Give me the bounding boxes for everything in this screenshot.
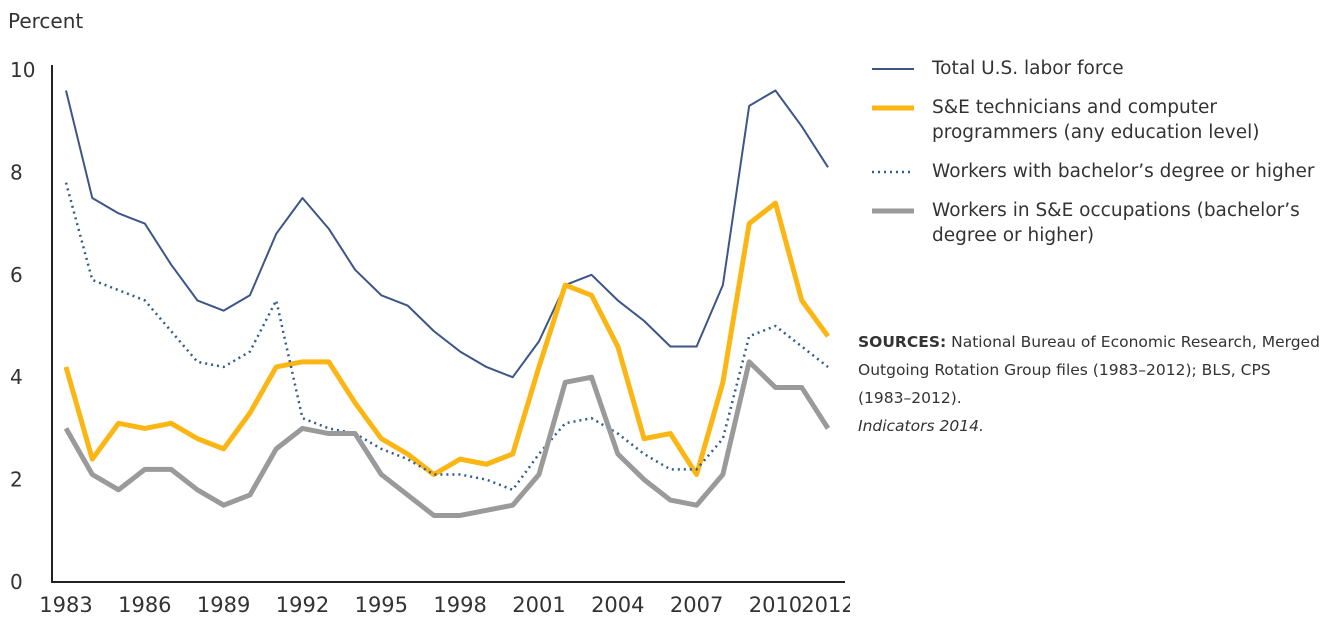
x-tick-label: 1989 (197, 593, 250, 617)
legend-swatch (872, 170, 914, 174)
x-tick-label: 2007 (670, 593, 723, 617)
legend-label: Total U.S. labor force (932, 58, 1124, 79)
y-tick-label: 4 (10, 365, 23, 389)
legend-entry: Workers in S&E occupations (bachelor’s d… (870, 198, 1320, 248)
x-tick-label: 2004 (591, 593, 644, 617)
series-line (64, 182, 829, 492)
x-tick-label: 1995 (355, 593, 408, 617)
x-tick-label: 1998 (433, 593, 486, 617)
series-line (63, 200, 831, 477)
citation: Indicators 2014. (858, 417, 984, 435)
legend-label: Workers in S&E occupations (bachelor’s d… (932, 200, 1300, 246)
sources: SOURCES: National Bureau of Economic Res… (858, 328, 1328, 440)
x-tick-label: 2010 (749, 593, 802, 617)
y-axis-label: Percent (8, 9, 83, 33)
chart: Percent 0 2 4 6 8 10 1983 1986 1989 1992 1995 1998 2… (8, 9, 850, 617)
legend-label: S&E technicians and computer programmers… (932, 97, 1260, 143)
x-tick-label: 2001 (512, 593, 565, 617)
series-line (63, 359, 831, 518)
legend-swatch (872, 208, 914, 214)
sources-label: SOURCES: (858, 333, 947, 351)
legend-swatch (872, 68, 914, 70)
legend-entry: Workers with bachelor’s degree or higher (870, 159, 1320, 184)
series-line (65, 89, 829, 379)
legend-entry: Total U.S. labor force (870, 56, 1320, 81)
x-tick-label: 1983 (39, 593, 92, 617)
legend: Total U.S. labor force S&E technicians an… (870, 56, 1320, 262)
x-tick-label: 1992 (276, 593, 329, 617)
y-tick-label: 10 (10, 58, 35, 82)
x-tick-label: 1986 (118, 593, 171, 617)
legend-swatch (872, 105, 914, 111)
sources-text: National Bureau of Economic Research, Me… (858, 333, 1320, 407)
legend-label: Workers with bachelor’s degree or higher (932, 161, 1315, 182)
y-tick-label: 2 (10, 468, 23, 492)
legend-entry: S&E technicians and computer programmers… (870, 95, 1320, 145)
y-tick-label: 8 (10, 160, 23, 184)
y-tick-label: 0 (10, 570, 23, 594)
y-tick-label: 6 (10, 263, 23, 287)
x-tick-label: 2012 (801, 593, 850, 617)
